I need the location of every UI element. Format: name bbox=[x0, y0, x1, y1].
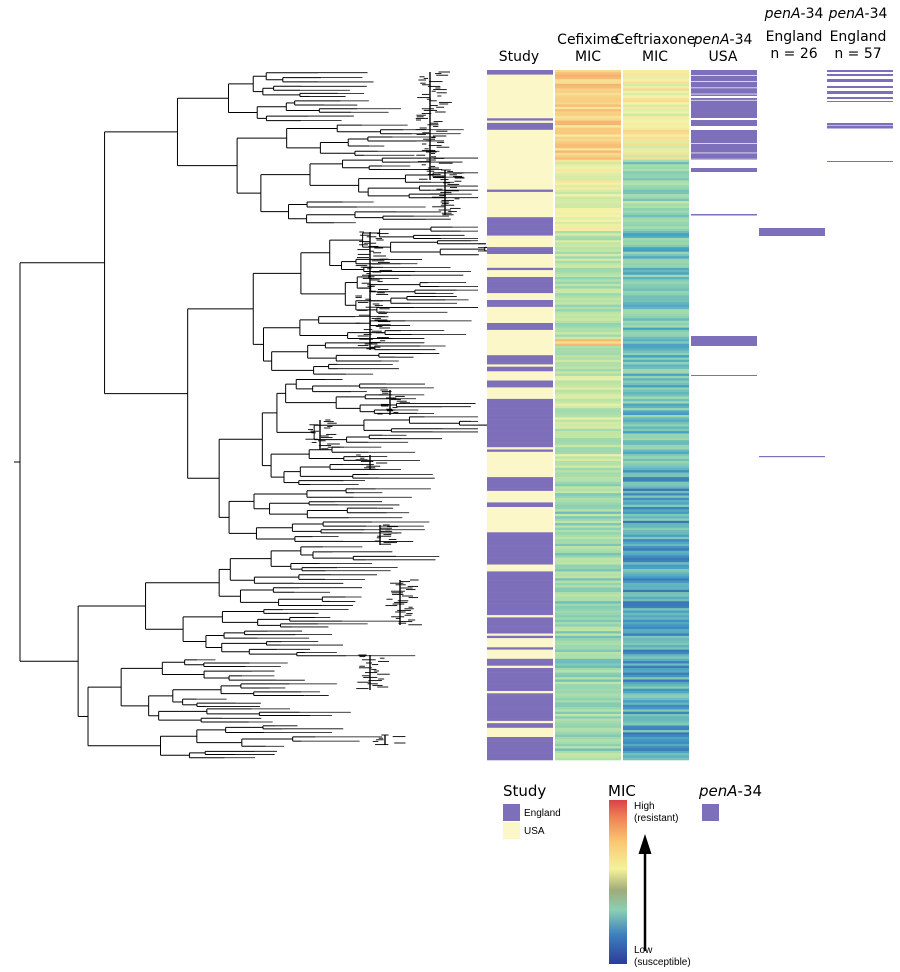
header-cefixime-line1: Cefixime bbox=[557, 32, 619, 48]
ceftriaxone-mic-column bbox=[623, 70, 689, 761]
header-ceftriaxone-line1: Ceftriaxone bbox=[615, 32, 696, 48]
pena34-england-26-column bbox=[759, 228, 825, 458]
column-headers: Study Cefixime MIC Ceftriaxone MIC penA-… bbox=[499, 6, 888, 65]
header-study: Study bbox=[499, 49, 539, 65]
cefixime-mic-column bbox=[555, 70, 621, 761]
header-ceftriaxone-line2: MIC bbox=[642, 49, 668, 65]
mic-arrow-head bbox=[638, 834, 652, 854]
study-legend-title: Study bbox=[503, 782, 546, 800]
mic-legend-title: MIC bbox=[608, 782, 636, 800]
mic-high-label: High bbox=[634, 801, 655, 812]
study-legend: Study England USA bbox=[503, 782, 561, 839]
study-column bbox=[487, 70, 624, 761]
phylogenetic-tree bbox=[14, 71, 512, 759]
mic-high-sub: (resistant) bbox=[634, 813, 678, 824]
pena34-england-57-column bbox=[827, 70, 893, 162]
pena34-usa-column bbox=[691, 70, 757, 376]
header-usa-gene: penA-34 bbox=[693, 32, 753, 48]
mic-low-label: Low bbox=[634, 945, 653, 956]
header-usa-country: USA bbox=[709, 49, 738, 65]
pena34-legend-swatch bbox=[702, 804, 719, 821]
mic-low-sub: (susceptible) bbox=[634, 957, 691, 968]
mic-color-scale bbox=[609, 800, 627, 964]
header-eng57-country: England bbox=[830, 29, 887, 45]
pena34-legend-title: penA-34 bbox=[698, 782, 762, 800]
legend-label-usa: USA bbox=[524, 826, 545, 837]
legend-swatch-england bbox=[503, 804, 520, 821]
header-eng57-n: n = 57 bbox=[834, 46, 881, 62]
header-eng26-n: n = 26 bbox=[770, 46, 817, 62]
header-eng57-gene: penA-34 bbox=[828, 6, 888, 22]
header-eng26-country: England bbox=[766, 29, 823, 45]
pena34-legend: penA-34 bbox=[698, 782, 762, 821]
legend-label-england: England bbox=[524, 808, 561, 819]
header-cefixime-line2: MIC bbox=[575, 49, 601, 65]
legend-swatch-usa bbox=[503, 822, 520, 839]
header-eng26-gene: penA-34 bbox=[764, 6, 824, 22]
mic-legend: MIC High (resistant) Low (susceptible) bbox=[608, 782, 691, 968]
